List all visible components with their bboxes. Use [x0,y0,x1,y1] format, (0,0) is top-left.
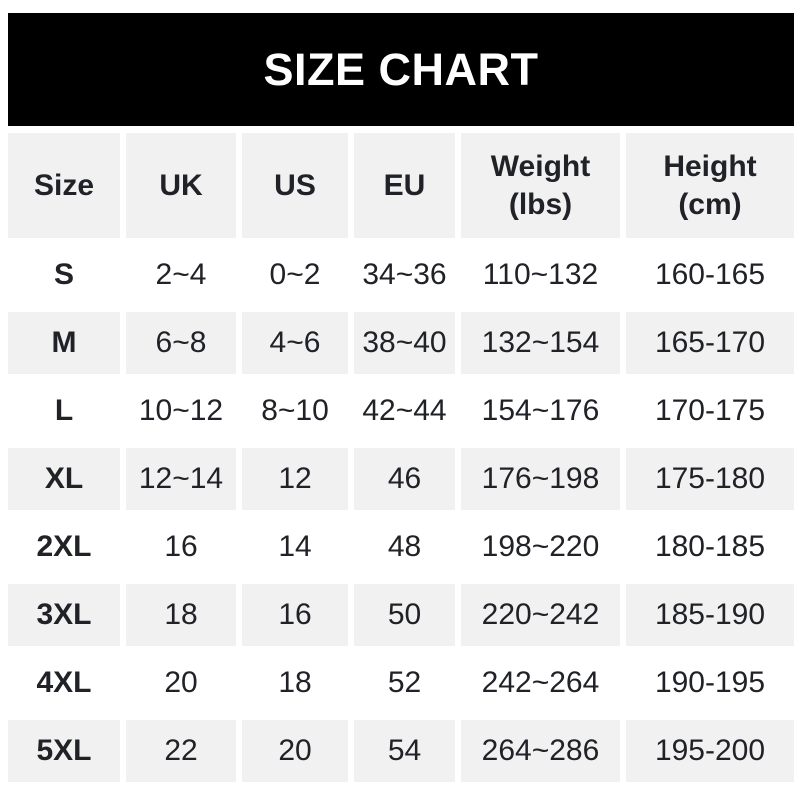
cell-xl-weight-lbs: 176~198 [461,448,620,510]
cell-l-eu: 42~44 [362,394,447,427]
cell-m-uk: 6~8 [126,312,236,374]
cell-2xl-weight-lbs: 198~220 [481,530,600,563]
cell-4xl-size: 4XL [36,666,92,699]
page-title: SIZE CHART [263,43,539,95]
cell-m-size: M [8,312,120,374]
cell-xl-size: XL [8,448,120,510]
cell-s-height-cm: 160-165 [654,258,766,291]
cell-xl-height-cm: 175-180 [626,448,794,510]
cell-3xl-us: 16 [242,584,348,646]
cell-m-us: 4~6 [242,312,348,374]
cell-s-size: S [53,258,74,291]
cell-2xl-us: 14 [278,530,312,563]
cell-3xl-uk: 18 [126,584,236,646]
cell-5xl-us: 20 [242,720,348,782]
column-header-height-cm: Height (cm) [626,133,794,238]
cell-3xl-eu: 50 [354,584,455,646]
size-table: Size UK US EU Weight (lbs) Height (cm) S 2~4 0~2… [8,133,794,782]
cell-5xl-uk: 22 [126,720,236,782]
cell-2xl-height-cm: 180-185 [654,530,766,563]
column-header-eu: EU [354,133,455,238]
cell-2xl-uk: 16 [164,530,198,563]
cell-4xl-height-cm: 190-195 [654,666,766,699]
cell-5xl-eu: 54 [354,720,455,782]
column-header-weight-lbs: Weight (lbs) [461,133,620,238]
cell-l-size: L [54,394,74,427]
cell-4xl-uk: 20 [164,666,198,699]
column-header-us: US [242,133,348,238]
cell-3xl-size: 3XL [8,584,120,646]
cell-xl-uk: 12~14 [126,448,236,510]
cell-2xl-eu: 48 [387,530,422,563]
cell-s-us: 0~2 [269,258,321,291]
cell-5xl-size: 5XL [8,720,120,782]
cell-l-weight-lbs: 154~176 [481,394,600,427]
cell-m-height-cm: 165-170 [626,312,794,374]
cell-5xl-height-cm: 195-200 [626,720,794,782]
cell-m-weight-lbs: 132~154 [461,312,620,374]
cell-2xl-size: 2XL [36,530,92,563]
cell-s-eu: 34~36 [362,258,447,291]
column-header-size: Size [8,133,120,238]
title-banner: SIZE CHART [8,13,794,126]
cell-4xl-us: 18 [278,666,312,699]
cell-3xl-height-cm: 185-190 [626,584,794,646]
column-header-uk: UK [126,133,236,238]
cell-5xl-weight-lbs: 264~286 [461,720,620,782]
cell-l-height-cm: 170-175 [654,394,766,427]
cell-xl-us: 12 [242,448,348,510]
cell-m-eu: 38~40 [354,312,455,374]
cell-s-uk: 2~4 [155,258,207,291]
cell-4xl-eu: 52 [387,666,422,699]
cell-xl-eu: 46 [354,448,455,510]
cell-l-uk: 10~12 [138,394,224,427]
cell-s-weight-lbs: 110~132 [482,258,599,291]
cell-4xl-weight-lbs: 242~264 [481,666,600,699]
cell-3xl-weight-lbs: 220~242 [461,584,620,646]
cell-l-us: 8~10 [261,394,329,427]
